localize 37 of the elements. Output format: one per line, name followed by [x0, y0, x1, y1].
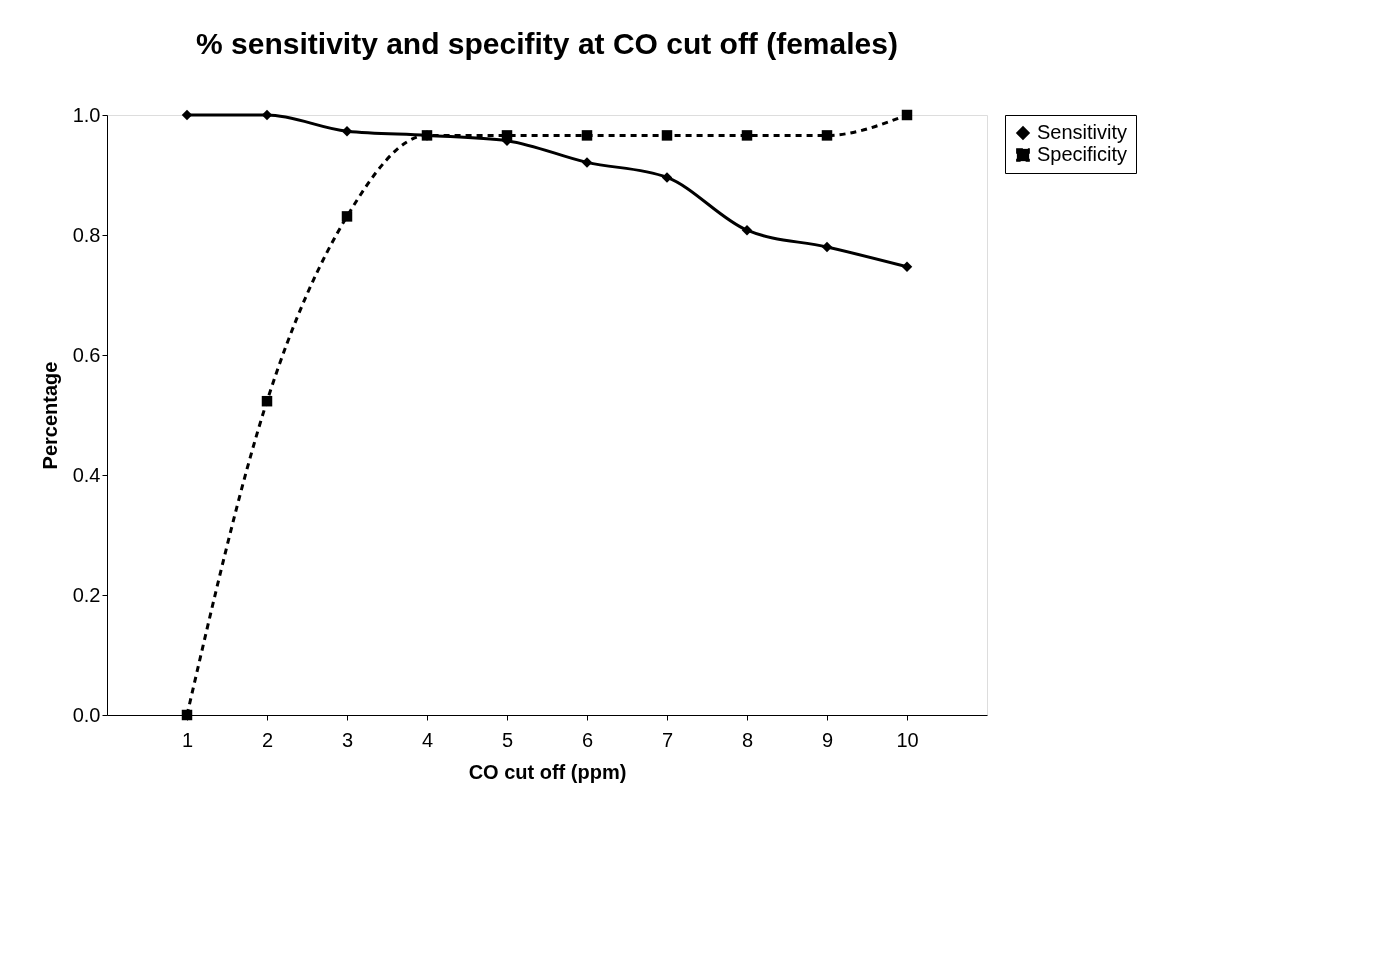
y-axis-title: Percentage [38, 361, 61, 470]
x-tick-label: 3 [341, 728, 354, 751]
legend-label: Sensitivity [1037, 121, 1128, 143]
point [341, 125, 353, 137]
x-tick-label: 5 [501, 728, 514, 751]
y-tick-label: 0.8 [72, 223, 101, 246]
x-tick-label: 1 [181, 728, 194, 751]
point [341, 211, 353, 222]
x-axis-title: CO cut off (ppm) [468, 760, 627, 783]
point [581, 130, 593, 141]
point [821, 130, 833, 141]
x-tick-label: 9 [821, 728, 834, 751]
chart-title: % sensitivity and specifity at CO cut off (females) [196, 27, 898, 60]
point [821, 241, 833, 253]
x-tick-label: 2 [261, 728, 274, 751]
point [421, 130, 433, 141]
point [581, 157, 593, 168]
x-tick-label: 4 [421, 728, 434, 751]
point [661, 172, 673, 183]
point [901, 261, 913, 273]
x-tick-label: 8 [741, 728, 754, 751]
point [901, 109, 913, 121]
point [181, 709, 193, 721]
y-tick-label: 1.0 [72, 103, 101, 126]
y-tick-label: 0.6 [72, 343, 101, 366]
legend-label: Specificity [1037, 143, 1128, 165]
y-tick-label: 0.0 [72, 703, 101, 726]
y-tick-label: 0.2 [72, 583, 101, 606]
x-tick-label: 7 [661, 728, 674, 751]
point [741, 224, 753, 236]
point [261, 395, 273, 407]
y-tick-label: 0.4 [72, 463, 101, 486]
point [741, 130, 753, 141]
x-tick-label: 6 [581, 728, 594, 751]
point [501, 130, 513, 141]
x-tick-label: 10 [896, 728, 919, 751]
point [661, 130, 673, 141]
